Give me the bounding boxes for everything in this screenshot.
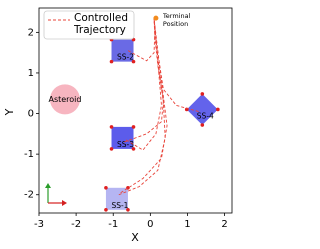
y-axis-label: Y bbox=[3, 108, 16, 116]
thruster bbox=[104, 207, 108, 212]
terminal-label: Terminal Position bbox=[162, 12, 191, 29]
trajectory bbox=[153, 18, 199, 112]
asteroid bbox=[49, 84, 80, 115]
asteroid-label: Asteroid bbox=[48, 95, 81, 104]
axes-frame bbox=[38, 7, 233, 214]
legend-label: Controlled Trajectory bbox=[74, 12, 128, 36]
terminal-point bbox=[153, 15, 159, 21]
spacecraft-label: SS-2 bbox=[117, 53, 134, 62]
spacecraft-label: SS-1 bbox=[111, 201, 128, 210]
thruster bbox=[216, 107, 220, 112]
thruster bbox=[131, 125, 136, 129]
thruster bbox=[109, 59, 114, 64]
thruster bbox=[109, 147, 114, 151]
thruster bbox=[131, 147, 136, 151]
plot-area: Asteroid SS-1 SS-2 SS-3 SS-4 Terminal Positio… bbox=[48, 12, 220, 212]
x-tick-label: -3 bbox=[34, 219, 44, 230]
legend-box bbox=[43, 10, 135, 40]
frame-indicator bbox=[45, 183, 67, 206]
spacecraft bbox=[186, 93, 218, 126]
thruster bbox=[131, 59, 136, 64]
thruster bbox=[126, 207, 130, 212]
spacecraft-label: SS-3 bbox=[117, 140, 134, 149]
y-tick-label: -1 bbox=[24, 149, 34, 160]
thruster bbox=[200, 123, 205, 127]
thruster bbox=[200, 92, 205, 96]
spacecraft bbox=[111, 126, 134, 149]
x-tick-label: -1 bbox=[108, 219, 118, 230]
terminal-label-box: Terminal Position bbox=[162, 12, 191, 29]
y-tick-label: 1 bbox=[28, 68, 34, 79]
spacecraft-label: SS-4 bbox=[197, 111, 214, 120]
y-tick-label: -2 bbox=[24, 190, 34, 201]
x-tick-label: 2 bbox=[221, 219, 227, 230]
legend: Controlled Trajectory bbox=[43, 10, 135, 40]
x-axis-label: X bbox=[131, 231, 139, 244]
trajectory bbox=[118, 18, 166, 196]
chart: Asteroid SS-1 SS-2 SS-3 SS-4 Terminal Positio… bbox=[3, 7, 233, 244]
y-tick-label: 2 bbox=[28, 27, 34, 38]
x-tick-label: 1 bbox=[184, 219, 190, 230]
trajectory bbox=[125, 18, 162, 151]
thruster bbox=[109, 125, 114, 129]
y-tick-label: 0 bbox=[28, 109, 34, 120]
trajectory bbox=[127, 18, 156, 62]
x-tick-label: 0 bbox=[147, 219, 153, 230]
spacecraft bbox=[105, 187, 128, 210]
x-tick-label: -2 bbox=[71, 219, 81, 230]
trajectory bbox=[120, 18, 168, 194]
spacecraft bbox=[111, 39, 134, 62]
thruster bbox=[104, 185, 108, 190]
legend-text-box: Controlled Trajectory bbox=[74, 12, 128, 36]
